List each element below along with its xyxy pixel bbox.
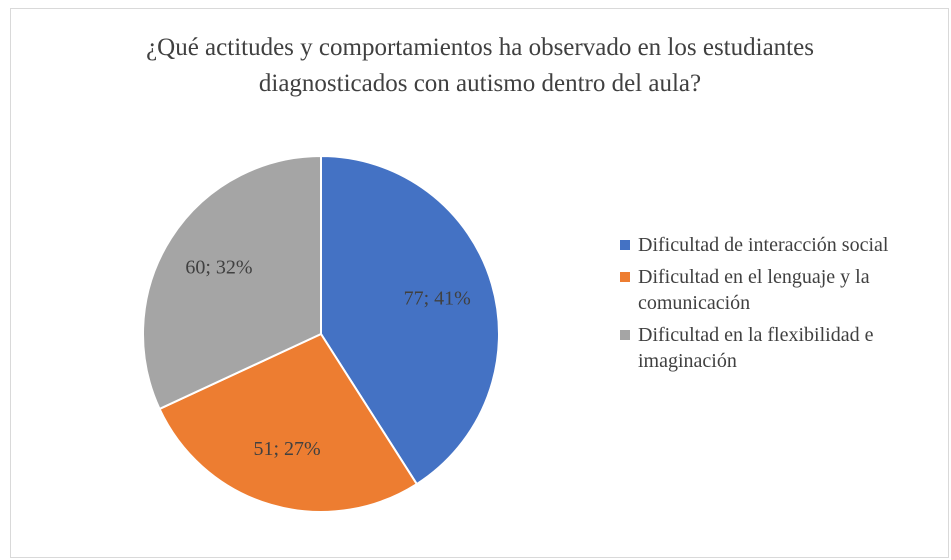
legend-swatch xyxy=(620,330,630,340)
pie-slice xyxy=(158,332,419,513)
data-label: 60; 32% xyxy=(185,256,252,278)
legend: Dificultad de interacción social Dificult… xyxy=(618,232,948,380)
legend-item: Dificultad de interacción social xyxy=(618,232,951,258)
legend-swatch xyxy=(620,272,630,282)
data-label: 51; 27% xyxy=(253,438,320,460)
legend-item: Dificultad en el lenguaje y la comunicac… xyxy=(618,264,951,316)
data-label: 77; 41% xyxy=(404,288,471,310)
legend-label: Dificultad en la flexibilidad e imaginac… xyxy=(638,324,874,372)
legend-label: Dificultad de interacción social xyxy=(638,234,889,256)
chart-title: ¿Qué actitudes y comportamientos ha obse… xyxy=(146,34,814,97)
legend-item: Dificultad en la flexibilidad e imaginac… xyxy=(618,322,951,374)
legend-label: Dificultad en el lenguaje y la comunicac… xyxy=(638,266,870,314)
legend-swatch xyxy=(620,240,630,250)
chart-border xyxy=(10,8,949,558)
pie-slice xyxy=(142,154,322,411)
